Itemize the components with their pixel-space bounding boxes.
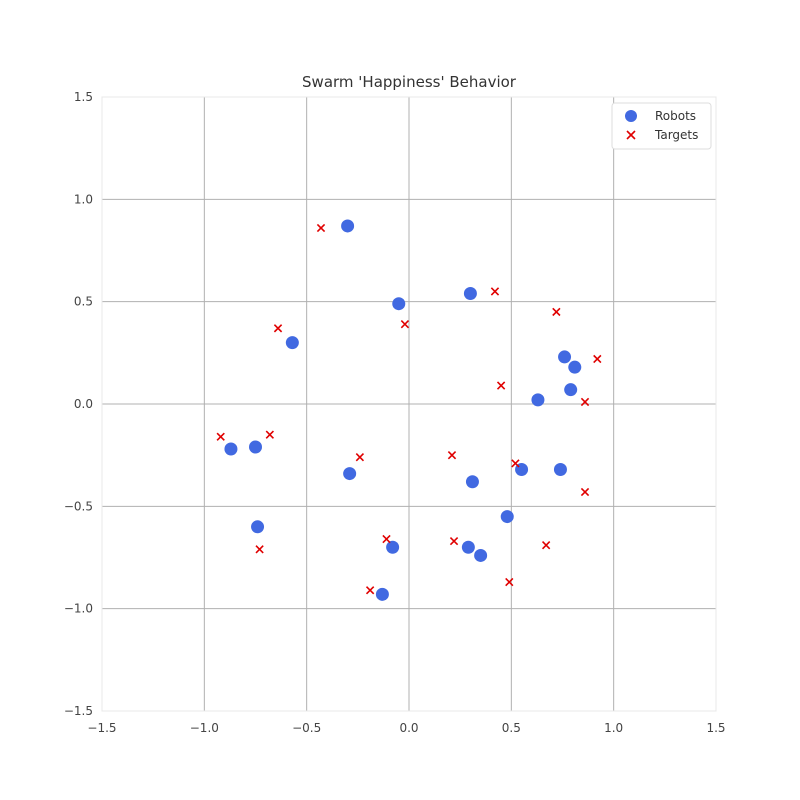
targets-point bbox=[447, 451, 457, 460]
robots-point bbox=[474, 548, 488, 562]
targets-point bbox=[505, 577, 514, 587]
robots-point bbox=[375, 587, 389, 601]
targets-point bbox=[382, 534, 391, 544]
robots-point bbox=[500, 510, 514, 524]
y-tick-label: 0.0 bbox=[74, 397, 93, 411]
robots-point bbox=[568, 360, 582, 374]
robots-point bbox=[249, 440, 262, 454]
y-tick-label: 1.0 bbox=[74, 192, 93, 206]
targets-point bbox=[273, 324, 283, 333]
targets-point bbox=[580, 487, 590, 497]
y-tick-label: −1.0 bbox=[64, 602, 93, 616]
x-tick-label: 0.0 bbox=[399, 721, 418, 735]
x-tick-label: 0.5 bbox=[502, 721, 521, 735]
robots-point bbox=[553, 462, 567, 476]
targets-point bbox=[355, 453, 365, 462]
y-tick-label: 0.5 bbox=[74, 295, 93, 309]
legend-targets-label: Targets bbox=[654, 128, 698, 142]
targets-point bbox=[490, 287, 500, 296]
targets-point bbox=[365, 586, 375, 595]
robots-point bbox=[251, 520, 265, 534]
robots-point bbox=[465, 475, 479, 489]
data-points bbox=[216, 219, 602, 601]
y-tick-label: −1.5 bbox=[64, 704, 93, 718]
x-axis-ticks: −1.5 −1.0 −0.5 0.0 0.5 1.0 1.5 bbox=[87, 721, 725, 735]
legend-robots-label: Robots bbox=[655, 109, 696, 123]
robots-point bbox=[392, 297, 406, 311]
robots-point bbox=[285, 336, 299, 350]
legend-targets-marker bbox=[626, 130, 636, 140]
robots-point bbox=[463, 286, 477, 300]
y-axis-ticks: −1.5 −1.0 −0.5 0.0 0.5 1.0 1.5 bbox=[64, 90, 93, 718]
targets-point bbox=[400, 320, 410, 329]
robots-point bbox=[564, 383, 578, 397]
targets-point bbox=[316, 223, 326, 233]
targets-point bbox=[265, 430, 274, 439]
targets-point bbox=[449, 536, 459, 546]
x-tick-label: −0.5 bbox=[292, 721, 321, 735]
robots-point bbox=[341, 219, 355, 233]
y-tick-label: −0.5 bbox=[64, 499, 93, 513]
robots-point bbox=[224, 442, 238, 456]
x-tick-label: 1.0 bbox=[604, 721, 623, 735]
targets-point bbox=[541, 541, 551, 550]
targets-point bbox=[216, 432, 225, 441]
y-tick-label: 1.5 bbox=[74, 90, 93, 104]
robots-point bbox=[386, 540, 400, 554]
legend: Robots Targets bbox=[611, 102, 712, 150]
legend-robots-marker bbox=[625, 110, 637, 122]
x-tick-label: 1.5 bbox=[706, 721, 725, 735]
targets-point bbox=[496, 381, 506, 390]
robots-point bbox=[558, 350, 572, 364]
targets-point bbox=[580, 397, 590, 407]
robots-point bbox=[461, 540, 475, 554]
plot-frame bbox=[101, 96, 717, 712]
x-tick-label: −1.0 bbox=[190, 721, 219, 735]
robots-point bbox=[343, 467, 357, 481]
targets-point bbox=[593, 354, 602, 364]
targets-point bbox=[552, 307, 561, 317]
robots-point bbox=[531, 393, 545, 407]
chart-title: Swarm 'Happiness' Behavior bbox=[302, 73, 517, 91]
targets-point bbox=[255, 545, 264, 554]
x-tick-label: −1.5 bbox=[87, 721, 116, 735]
targets-point bbox=[511, 459, 520, 468]
